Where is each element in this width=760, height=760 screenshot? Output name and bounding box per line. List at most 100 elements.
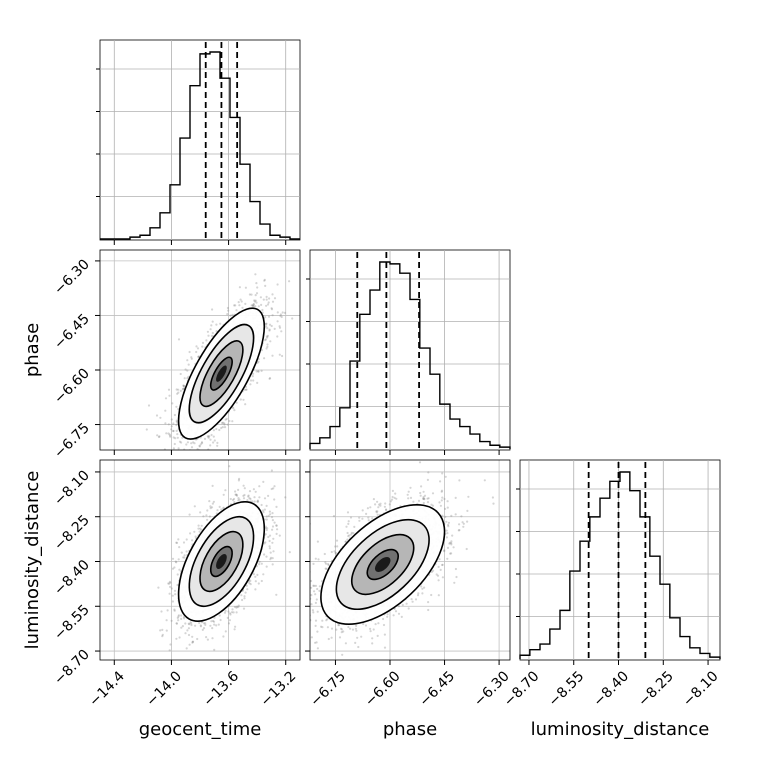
- sample-point: [191, 641, 194, 644]
- sample-point: [187, 452, 189, 454]
- sample-point: [262, 510, 265, 514]
- sample-point: [246, 499, 249, 502]
- sample-point: [186, 369, 189, 372]
- sample-point: [194, 535, 197, 538]
- sample-point: [278, 325, 281, 328]
- sample-point: [260, 369, 263, 372]
- sample-point: [221, 426, 224, 429]
- density-panel-phase-luminosity_distance: [305, 459, 511, 665]
- sample-point: [161, 628, 164, 632]
- sample-point: [351, 628, 355, 631]
- sample-point: [314, 601, 317, 605]
- sample-point: [199, 625, 203, 628]
- sample-point: [216, 509, 219, 512]
- sample-point: [437, 594, 440, 597]
- sample-point: [269, 558, 272, 561]
- sample-point: [235, 309, 238, 312]
- sample-point: [167, 423, 170, 426]
- sample-point: [211, 627, 214, 630]
- sample-point: [267, 301, 270, 304]
- sample-point: [233, 605, 237, 609]
- sample-point: [312, 611, 315, 614]
- sample-point: [275, 532, 278, 536]
- sample-point: [265, 295, 268, 298]
- sample-point: [261, 509, 265, 512]
- sample-point: [248, 490, 252, 493]
- sample-point: [262, 298, 265, 301]
- sample-point: [272, 487, 275, 490]
- sample-point: [218, 505, 221, 508]
- sample-point: [248, 497, 251, 500]
- sample-point: [186, 441, 189, 444]
- sample-point: [164, 455, 166, 457]
- sample-point: [253, 300, 256, 303]
- sample-point: [334, 545, 337, 548]
- sample-point: [256, 499, 259, 502]
- sample-point: [212, 435, 215, 438]
- sample-point: [348, 534, 351, 537]
- sample-point: [202, 622, 206, 625]
- sample-point: [275, 524, 278, 527]
- sample-point: [232, 407, 235, 410]
- panel-content: [310, 460, 510, 660]
- sample-point: [223, 426, 227, 429]
- sample-point: [423, 498, 426, 501]
- sample-point: [209, 328, 212, 331]
- sample-point: [222, 506, 225, 509]
- sample-point: [347, 535, 350, 538]
- sample-point: [234, 490, 237, 493]
- sample-point: [365, 512, 368, 516]
- sample-point: [209, 624, 212, 627]
- sample-point: [235, 494, 239, 497]
- sample-point: [271, 293, 274, 296]
- sample-point: [258, 563, 261, 566]
- sample-point: [180, 441, 183, 444]
- sample-point: [330, 627, 334, 630]
- sample-point: [186, 359, 189, 362]
- sample-point: [269, 340, 272, 343]
- sample-point: [187, 622, 190, 625]
- sample-point: [211, 320, 214, 323]
- sample-point: [317, 558, 320, 561]
- sample-point: [168, 580, 171, 584]
- sample-point: [259, 296, 262, 299]
- histogram-step: [519, 471, 721, 659]
- sample-point: [180, 614, 183, 617]
- sample-point: [212, 500, 215, 503]
- sample-point: [252, 305, 255, 308]
- sample-point: [173, 413, 176, 417]
- sample-point: [169, 435, 172, 438]
- sample-point: [273, 327, 276, 330]
- sample-point: [233, 628, 236, 631]
- sample-point: [211, 331, 214, 335]
- sample-point: [253, 496, 256, 499]
- sample-point: [181, 388, 184, 391]
- sample-point: [240, 594, 243, 597]
- sample-point: [185, 550, 188, 553]
- sample-point: [181, 625, 184, 628]
- sample-point: [208, 515, 211, 518]
- sample-point: [180, 451, 182, 453]
- sample-point: [195, 345, 198, 348]
- sample-point: [209, 505, 212, 508]
- sample-point: [191, 539, 194, 542]
- sample-point: [206, 435, 209, 438]
- sample-point: [190, 446, 194, 449]
- sample-point: [167, 388, 171, 391]
- sample-point: [266, 334, 269, 337]
- sample-point: [180, 626, 183, 629]
- sample-point: [257, 370, 260, 373]
- sample-point: [262, 480, 265, 483]
- sample-point: [258, 496, 261, 499]
- sample-point: [284, 496, 287, 499]
- sample-point: [264, 527, 267, 530]
- sample-point: [200, 524, 203, 527]
- sample-point: [169, 643, 172, 646]
- panel-content: [100, 460, 300, 660]
- sample-point: [190, 356, 193, 359]
- sample-point: [245, 388, 248, 391]
- sample-point: [436, 574, 440, 577]
- sample-point: [176, 616, 179, 620]
- sample-point: [223, 422, 226, 425]
- sample-point: [180, 551, 183, 554]
